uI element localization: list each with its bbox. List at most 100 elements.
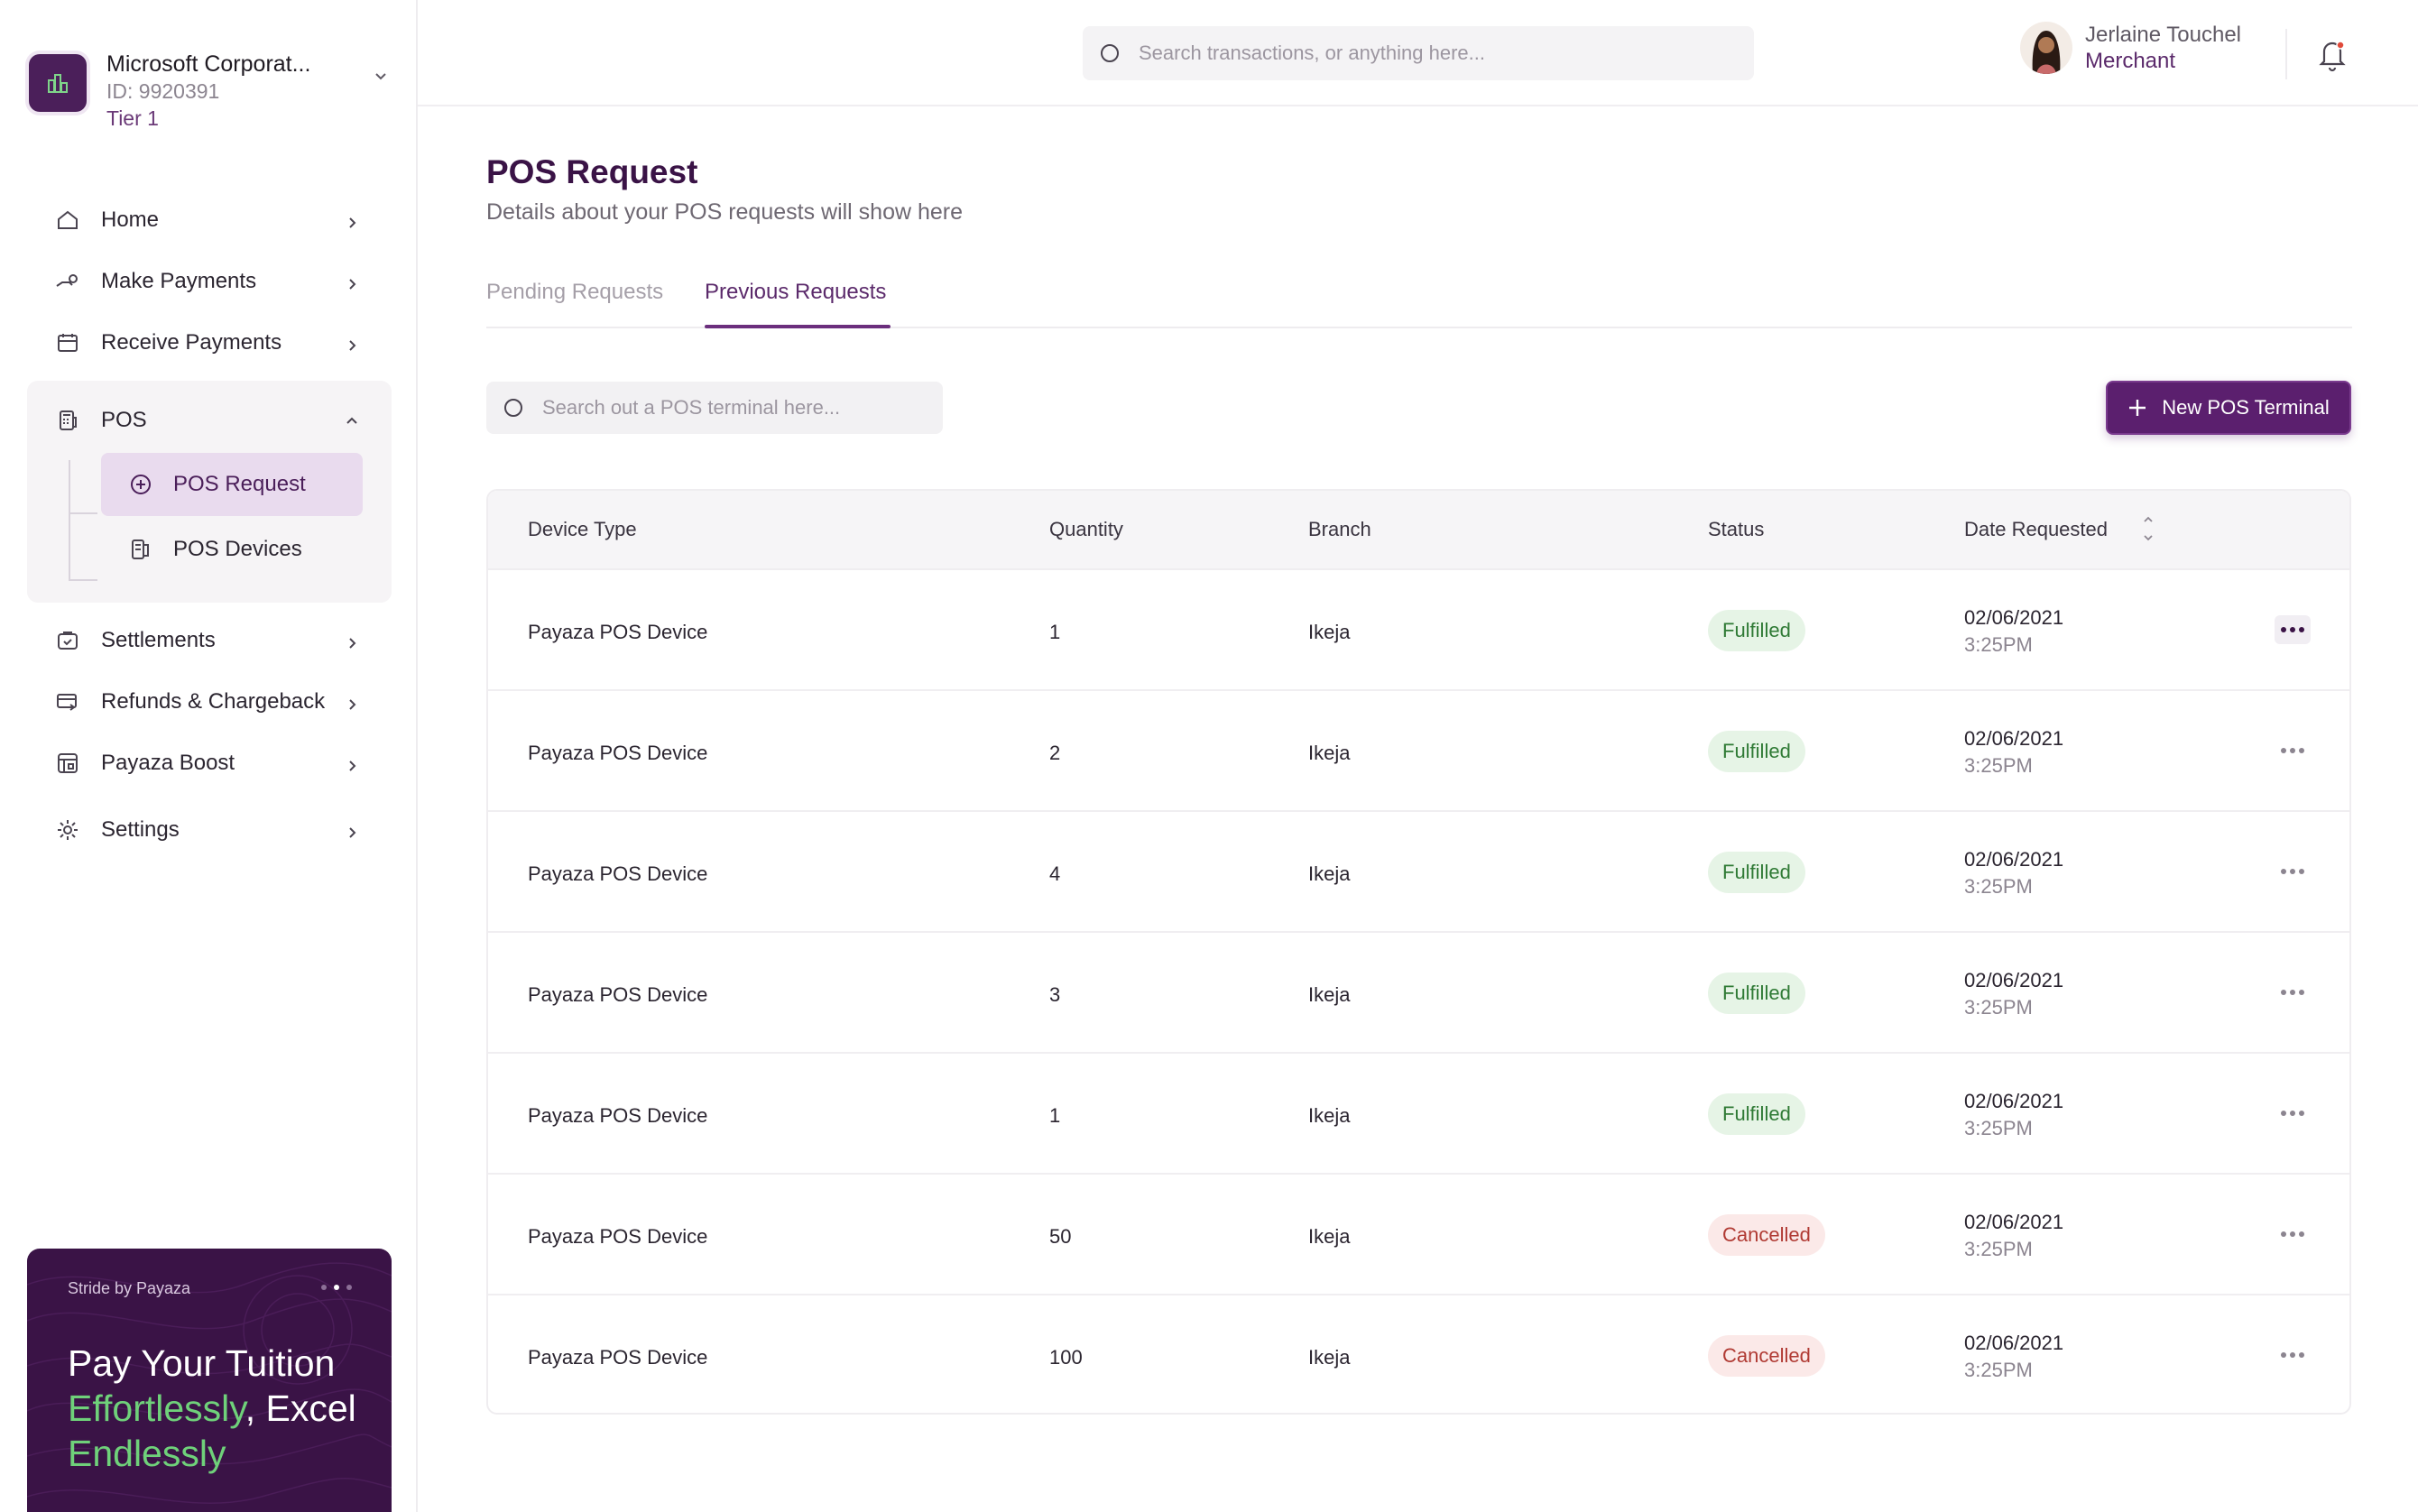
cell-date-requested: 02/06/2021 3:25PM bbox=[1964, 1209, 2063, 1263]
table-row[interactable]: Payaza POS Device 3 Ikeja Fulfilled 02/06/20… bbox=[488, 933, 2349, 1054]
cell-quantity: 100 bbox=[1049, 1346, 1083, 1369]
status-badge: Cancelled bbox=[1708, 1214, 1825, 1256]
chevron-right-icon bbox=[345, 821, 359, 846]
tab-previous-requests[interactable]: Previous Requests bbox=[705, 280, 887, 304]
sort-icon[interactable] bbox=[2141, 511, 2155, 551]
chevron-right-icon bbox=[345, 754, 359, 779]
table-row[interactable]: Payaza POS Device 4 Ikeja Fulfilled 02/06/20… bbox=[488, 812, 2349, 933]
status-badge: Fulfilled bbox=[1708, 852, 1805, 893]
avatar[interactable] bbox=[2020, 22, 2072, 74]
more-options-icon[interactable] bbox=[2275, 1220, 2311, 1249]
cell-device-type: Payaza POS Device bbox=[528, 1346, 708, 1369]
chevron-up-icon bbox=[345, 410, 359, 435]
chevron-right-icon bbox=[345, 632, 359, 657]
org-switcher[interactable]: Microsoft Corporat... ID: 9920391 Tier 1 bbox=[29, 51, 390, 141]
sidebar-item-settlements[interactable]: Settlements bbox=[27, 610, 392, 671]
more-options-icon[interactable] bbox=[2275, 978, 2311, 1007]
status-badge: Fulfilled bbox=[1708, 610, 1805, 651]
more-options-icon[interactable] bbox=[2275, 1099, 2311, 1128]
sidebar-item-refunds[interactable]: Refunds & Chargeback bbox=[27, 671, 392, 733]
column-header-device-type: Device Type bbox=[528, 518, 637, 540]
home-icon bbox=[54, 207, 81, 234]
plus-icon bbox=[2129, 400, 2146, 416]
carousel-dots[interactable] bbox=[321, 1285, 352, 1290]
sidebar-item-label: POS Devices bbox=[173, 537, 302, 561]
chevron-right-icon bbox=[345, 272, 359, 298]
promo-banner[interactable]: Stride by Payaza Pay Your Tuition Effort… bbox=[27, 1249, 392, 1512]
time-text: 3:25PM bbox=[1964, 1359, 2033, 1381]
cell-date-requested: 02/06/2021 3:25PM bbox=[1964, 967, 2063, 1021]
cell-device-type: Payaza POS Device bbox=[528, 862, 708, 885]
pos-terminal-icon bbox=[54, 407, 81, 434]
notification-bell-icon[interactable] bbox=[2316, 36, 2349, 72]
calendar-receive-icon bbox=[54, 329, 81, 356]
sidebar-item-home[interactable]: Home bbox=[27, 189, 392, 251]
promo-title-part: Pay Your Tuition bbox=[68, 1342, 336, 1384]
promo-title-highlight: Endlessly bbox=[68, 1433, 226, 1474]
search-placeholder: Search out a POS terminal here... bbox=[542, 396, 841, 419]
cell-quantity: 1 bbox=[1049, 621, 1061, 643]
table-row[interactable]: Payaza POS Device 1 Ikeja Fulfilled 02/06/20… bbox=[488, 1054, 2349, 1175]
tab-bar: Pending Requests Previous Requests bbox=[486, 276, 2352, 328]
cell-quantity: 3 bbox=[1049, 983, 1061, 1006]
sidebar-item-label: Settings bbox=[101, 817, 180, 842]
cell-quantity: 4 bbox=[1049, 862, 1061, 885]
carousel-dot[interactable] bbox=[346, 1285, 352, 1290]
chevron-right-icon bbox=[345, 693, 359, 718]
more-options-icon[interactable] bbox=[2275, 736, 2311, 765]
sidebar-item-pos-devices[interactable]: POS Devices bbox=[101, 518, 363, 581]
page-subtitle: Details about your POS requests will sho… bbox=[486, 199, 964, 225]
table-row[interactable]: Payaza POS Device 2 Ikeja Fulfilled 02/06/20… bbox=[488, 691, 2349, 812]
user-profile[interactable]: Jerlaine Touchel Merchant bbox=[2020, 22, 2241, 74]
active-tab-indicator bbox=[705, 325, 891, 328]
hand-coins-icon bbox=[54, 268, 81, 295]
search-placeholder: Search transactions, or anything here... bbox=[1139, 41, 1485, 64]
chevron-right-icon bbox=[345, 211, 359, 236]
cell-device-type: Payaza POS Device bbox=[528, 983, 708, 1006]
table-row[interactable]: Payaza POS Device 1 Ikeja Fulfilled 02/06/20… bbox=[488, 570, 2349, 691]
sidebar-item-receive-payments[interactable]: Receive Payments bbox=[27, 312, 392, 373]
sidebar-item-label: Make Payments bbox=[101, 269, 257, 293]
cell-branch: Ikeja bbox=[1308, 862, 1351, 885]
sidebar-item-pos[interactable]: POS bbox=[27, 388, 392, 453]
date-text: 02/06/2021 bbox=[1964, 606, 2064, 629]
carousel-dot[interactable] bbox=[321, 1285, 327, 1290]
status-badge: Cancelled bbox=[1708, 1335, 1825, 1377]
device-icon bbox=[128, 537, 153, 562]
more-options-icon[interactable] bbox=[2275, 857, 2311, 886]
more-options-icon[interactable] bbox=[2275, 615, 2311, 644]
status-badge: Fulfilled bbox=[1708, 1093, 1805, 1135]
org-id: ID: 9920391 bbox=[106, 79, 220, 103]
cell-date-requested: 02/06/2021 3:25PM bbox=[1964, 604, 2063, 659]
more-options-icon[interactable] bbox=[2275, 1341, 2311, 1369]
org-tier: Tier 1 bbox=[106, 106, 159, 130]
promo-title: Pay Your Tuition Effortlessly, Excel End… bbox=[68, 1341, 374, 1476]
cell-branch: Ikeja bbox=[1308, 1225, 1351, 1248]
sidebar-item-make-payments[interactable]: Make Payments bbox=[27, 251, 392, 312]
chevron-down-icon[interactable] bbox=[372, 67, 390, 89]
chevron-right-icon bbox=[345, 334, 359, 359]
global-search-input[interactable]: Search transactions, or anything here... bbox=[1083, 26, 1754, 80]
sidebar-item-payaza-boost[interactable]: Payaza Boost bbox=[27, 733, 392, 794]
sidebar-item-pos-request[interactable]: POS Request bbox=[101, 453, 363, 516]
column-header-quantity: Quantity bbox=[1049, 518, 1123, 540]
column-header-date-requested[interactable]: Date Requested bbox=[1964, 518, 2108, 540]
pos-search-input[interactable]: Search out a POS terminal here... bbox=[486, 382, 943, 434]
date-text: 02/06/2021 bbox=[1964, 1332, 2064, 1354]
cell-date-requested: 02/06/2021 3:25PM bbox=[1964, 725, 2063, 779]
carousel-dot-active[interactable] bbox=[334, 1285, 339, 1290]
cell-branch: Ikeja bbox=[1308, 621, 1351, 643]
table-row[interactable]: Payaza POS Device 100 Ikeja Cancelled 02/06/… bbox=[488, 1295, 2349, 1413]
status-badge: Fulfilled bbox=[1708, 973, 1805, 1014]
card-refund-icon bbox=[54, 688, 81, 715]
sidebar-item-label: Payaza Boost bbox=[101, 751, 235, 775]
new-pos-terminal-button[interactable]: New POS Terminal bbox=[2106, 381, 2351, 435]
sidebar-item-settings[interactable]: Settings bbox=[27, 799, 392, 861]
pos-requests-table: Device Type Quantity Branch Status Date … bbox=[486, 489, 2351, 1415]
user-text: Jerlaine Touchel Merchant bbox=[2085, 22, 2241, 74]
time-text: 3:25PM bbox=[1964, 633, 2033, 656]
tab-pending-requests[interactable]: Pending Requests bbox=[486, 280, 664, 304]
sidebar-item-label: POS bbox=[101, 408, 147, 432]
table-row[interactable]: Payaza POS Device 50 Ikeja Cancelled 02/06/2… bbox=[488, 1175, 2349, 1295]
